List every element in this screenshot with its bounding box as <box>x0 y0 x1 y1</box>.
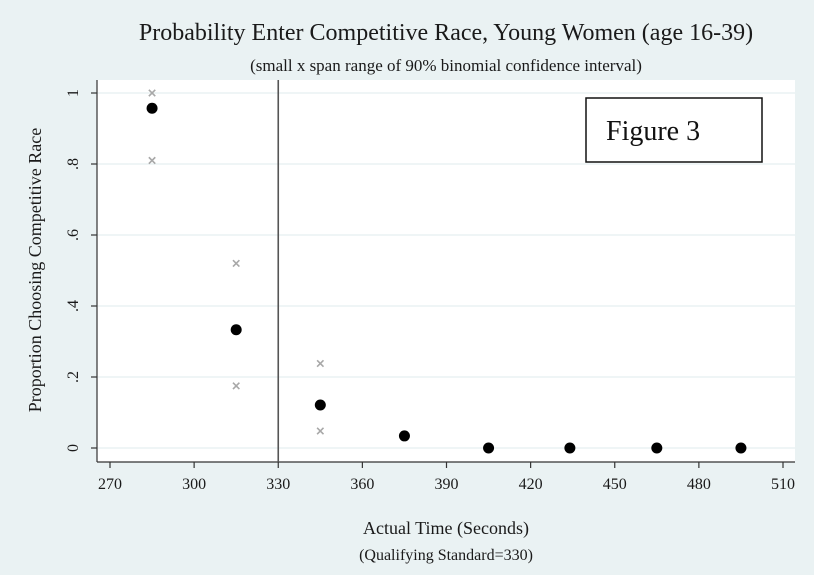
x-tick-label: 510 <box>771 476 795 493</box>
chart-subtitle: (small x span range of 90% binomial conf… <box>250 56 642 75</box>
y-tick-label: .6 <box>65 229 82 241</box>
chart-title: Probability Enter Competitive Race, Youn… <box>139 20 753 46</box>
x-axis-label: Actual Time (Seconds) <box>363 518 529 539</box>
data-points <box>146 102 747 454</box>
data-point <box>651 442 663 454</box>
x-tick-label: 360 <box>350 476 374 493</box>
y-axis-label: Proportion Choosing Competitive Race <box>25 128 45 412</box>
ci-marker <box>232 382 240 390</box>
x-tick-label: 420 <box>519 476 543 493</box>
x-tick-label: 300 <box>182 476 206 493</box>
x-tick-label: 450 <box>603 476 627 493</box>
ci-marker <box>316 427 325 435</box>
figure-label-box: Figure 3 <box>585 97 763 163</box>
figure-label: Figure 3 <box>606 116 700 147</box>
data-point <box>398 430 410 442</box>
x-tick-label: 390 <box>435 476 459 493</box>
data-point <box>314 399 326 411</box>
data-point <box>564 442 576 454</box>
data-point <box>483 442 495 454</box>
x-tick-label: 480 <box>687 476 711 493</box>
confidence-interval-markers <box>148 89 325 435</box>
data-point <box>230 324 242 336</box>
y-tick-label: 0 <box>65 444 82 452</box>
grid-lines <box>97 92 795 449</box>
ci-marker <box>148 89 156 97</box>
ci-marker <box>148 156 156 165</box>
x-tick-label: 270 <box>98 476 122 493</box>
ci-marker <box>316 359 325 368</box>
ci-marker <box>232 259 240 268</box>
data-point <box>146 102 158 114</box>
y-tick-label: .4 <box>65 300 82 312</box>
data-point <box>735 442 747 454</box>
y-tick-label: .8 <box>65 158 82 170</box>
x-tick-label: 330 <box>266 476 290 493</box>
x-axis-note: (Qualifying Standard=330) <box>359 547 533 564</box>
axes: 0 .2 .4 .6 .8 1 270 300 330 360 390 420 450 480 510 <box>65 80 795 493</box>
y-tick-label: 1 <box>65 89 82 97</box>
y-tick-label: .2 <box>65 371 82 383</box>
